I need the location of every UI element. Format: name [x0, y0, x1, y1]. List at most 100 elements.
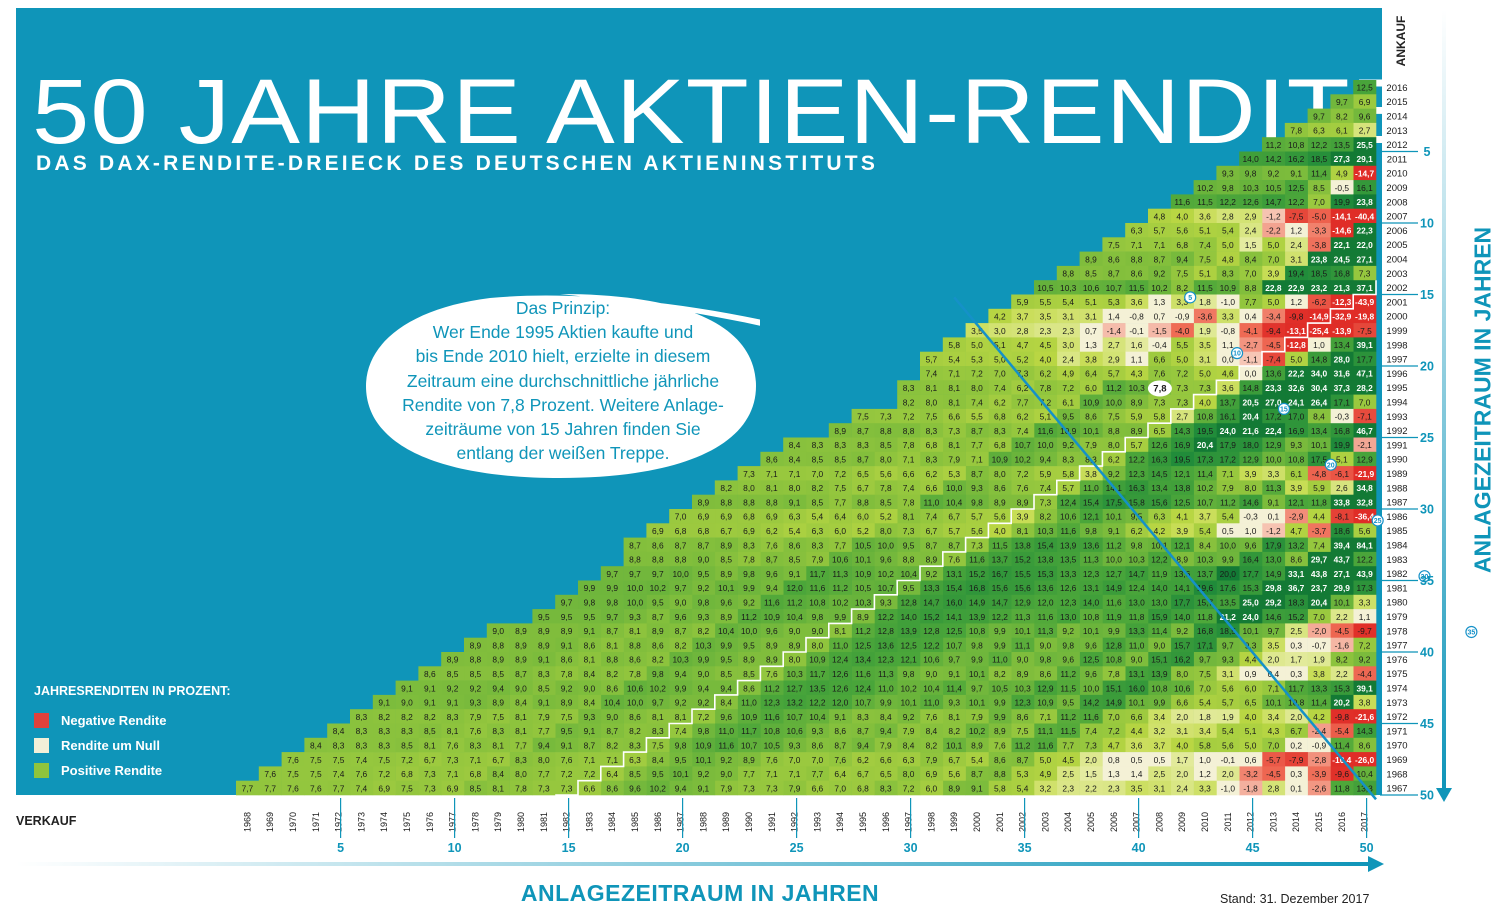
cell-value: 9,4: [675, 669, 687, 679]
y-tick-label: 25: [1420, 431, 1434, 445]
cell-value: 32,6: [1288, 383, 1305, 393]
heatmap-cell: [1307, 280, 1331, 295]
cell-value: 8,3: [333, 741, 345, 751]
cell-value: 7,9: [903, 726, 915, 736]
cell-value: 27,1: [1334, 569, 1351, 579]
heatmap-cell: [1307, 351, 1331, 367]
sell-year-label: 2002: [1018, 812, 1028, 832]
heatmap-cell: [874, 451, 898, 467]
cell-value: 8,9: [447, 655, 459, 665]
heatmap-cell: [1330, 580, 1354, 596]
cell-value: 3,5: [1040, 312, 1052, 322]
heatmap-cell: [851, 466, 875, 481]
cell-value: 6,5: [1154, 426, 1166, 436]
cell-value: 12,3: [1014, 698, 1031, 708]
cell-value: 11,3: [832, 569, 848, 579]
heatmap-cell: [1193, 480, 1217, 495]
cell-value: 18,0: [1242, 440, 1259, 450]
cell-value: 9,9: [1108, 626, 1120, 636]
cell-value: 1,6: [1131, 340, 1143, 350]
cell-value: 7,4: [971, 397, 983, 407]
heatmap-cell: [1193, 423, 1217, 438]
heatmap-cell: [737, 523, 761, 538]
cell-value: 14,1: [946, 612, 963, 622]
heatmap-cell: [920, 551, 944, 567]
cell-value: 1,9: [1313, 655, 1325, 665]
cell-value: 14,7: [923, 598, 940, 608]
cell-value: 7,3: [424, 783, 436, 793]
heatmap-cell: [1125, 551, 1149, 567]
heatmap-cell: [1034, 366, 1058, 381]
cell-value: 11,0: [1129, 640, 1145, 650]
cell-value: -0,8: [1129, 312, 1144, 322]
heatmap-cell: [942, 494, 966, 510]
heatmap-cell: [1262, 165, 1286, 181]
cell-value: 9,5: [720, 655, 732, 665]
heatmap-cell: [1262, 466, 1286, 481]
cell-value: 10,2: [832, 598, 849, 608]
cell-value: 4,0: [1199, 397, 1211, 407]
heatmap-cell: [1353, 408, 1377, 424]
cell-value: 37,1: [1356, 283, 1373, 293]
cell-value: 1,0: [1313, 340, 1325, 350]
cell-value: 9,1: [538, 698, 550, 708]
cell-value: 9,1: [584, 726, 596, 736]
cell-value: 5,0: [1199, 369, 1211, 379]
cell-value: 6,9: [720, 512, 732, 522]
cell-value: 5,6: [971, 526, 983, 536]
heatmap-cell: [1011, 337, 1035, 352]
cell-value: 19,9: [1334, 197, 1351, 207]
heatmap-cell: [851, 437, 875, 453]
cell-value: 11,5: [992, 540, 1008, 550]
cell-value: 10,1: [969, 669, 986, 679]
cell-value: 9,6: [1359, 111, 1371, 121]
cell-value: 8,0: [515, 769, 527, 779]
heatmap-cell: [1239, 265, 1263, 281]
cell-value: 12,3: [1083, 569, 1100, 579]
cell-value: 7,2: [1017, 469, 1029, 479]
heatmap-cell: [988, 423, 1012, 438]
cell-value: 14,0: [1151, 583, 1168, 593]
cell-value: 10,3: [855, 598, 872, 608]
cell-value: 7,7: [515, 741, 527, 751]
heatmap-cell: [1307, 294, 1331, 310]
cell-value: 8,3: [492, 726, 504, 736]
cell-value: 7,4: [356, 783, 368, 793]
cell-value: 6,4: [834, 769, 846, 779]
cell-value: 6,2: [1108, 455, 1120, 465]
heatmap-cell: [1102, 265, 1126, 281]
heatmap-cell: [1262, 337, 1286, 352]
cell-value: 4,5: [1040, 340, 1052, 350]
cell-value: 15,1: [1106, 683, 1123, 693]
heatmap-cell: [1011, 580, 1035, 596]
cell-value: 8,9: [561, 626, 573, 636]
cell-value: 27,1: [1356, 254, 1373, 264]
cell-value: 7,3: [766, 783, 778, 793]
cell-value: 11,4: [946, 683, 962, 693]
cell-value: 9,1: [971, 783, 983, 793]
cell-value: 8,1: [606, 640, 618, 650]
heatmap-cell: [1056, 480, 1080, 495]
cell-value: 6,8: [994, 412, 1006, 422]
cell-value: 10,0: [878, 540, 895, 550]
heatmap-cell: [1307, 165, 1331, 181]
heatmap-cell: [920, 380, 944, 395]
buy-year-label: 2012: [1386, 140, 1407, 151]
legend-title: JAHRESRENDITEN IN PROZENT:: [34, 684, 231, 698]
cell-value: 15,6: [1151, 497, 1168, 507]
cell-value: 8,2: [1336, 655, 1348, 665]
cell-value: -7,5: [1357, 326, 1372, 336]
heatmap-cell: [1148, 208, 1172, 224]
cell-value: 8,4: [584, 669, 596, 679]
heatmap-cell: [920, 466, 944, 481]
cell-value: 9,8: [1040, 655, 1052, 665]
cell-value: 6,9: [743, 526, 755, 536]
heatmap-cell: [965, 566, 989, 581]
cell-value: 3,1: [1154, 783, 1166, 793]
cell-value: -1,2: [1266, 211, 1281, 221]
heatmap-cell: [1102, 523, 1126, 538]
sell-year-label: 1984: [607, 812, 617, 832]
cell-value: 15,3: [1037, 569, 1054, 579]
heatmap-cell: [1056, 265, 1080, 281]
cell-value: 9,9: [834, 612, 846, 622]
